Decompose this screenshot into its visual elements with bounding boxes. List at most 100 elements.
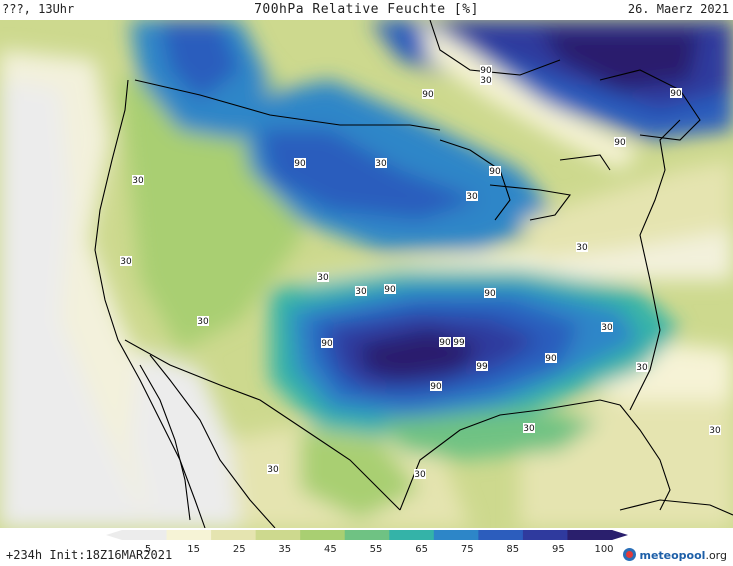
- contour-label-bg: [576, 242, 588, 252]
- contour-label: 90: [614, 137, 626, 148]
- colorbar: 5 15 25 35 45 55 65 75 85 95 100: [106, 530, 628, 555]
- contour-label: 90: [545, 353, 557, 364]
- contour-label: 30: [317, 272, 329, 283]
- contour-label-text: 90: [384, 285, 396, 295]
- contour-label-bg: [317, 272, 329, 282]
- contour-label-bg: [709, 425, 721, 435]
- contour-label: 30: [636, 362, 648, 373]
- hudson-bay-coast: [429, 20, 561, 76]
- colorbar-tick-label: 55: [370, 544, 383, 555]
- contour-label-text: 30: [120, 257, 132, 267]
- contour-label-bg: [545, 353, 557, 363]
- contour-label-bg: [466, 191, 478, 201]
- contour-label-text: 30: [355, 287, 367, 297]
- colorbar-tick-label: 95: [552, 544, 565, 555]
- colorbar-tick-label: 75: [461, 544, 474, 555]
- logo-text: meteopool: [639, 549, 706, 562]
- contour-label: 90: [480, 65, 492, 76]
- contour-label: 90: [430, 381, 442, 392]
- contour-label-bg: [384, 284, 396, 294]
- contour-label: 30: [197, 316, 209, 327]
- logo-icon: [623, 548, 637, 561]
- contour-label-bg: [355, 286, 367, 296]
- contour-label-bg: [422, 89, 434, 99]
- contour-label-text: 90: [670, 89, 682, 99]
- colorbar-swatch: [300, 530, 346, 540]
- contour-label-bg: [636, 362, 648, 372]
- moderate-band-east: [520, 160, 733, 260]
- contour-label-bg: [453, 337, 465, 347]
- contour-label: 30: [523, 423, 535, 434]
- colorbar-tick-label: 25: [233, 544, 246, 555]
- contour-label-bg: [670, 88, 682, 98]
- contour-label-text: 90: [484, 289, 496, 299]
- contour-label-text: 90: [321, 339, 333, 349]
- contour-label-text: 90: [489, 167, 501, 177]
- contour-label-text: 90: [545, 354, 557, 364]
- contour-label: 90: [422, 89, 434, 100]
- moist-region-mexico: [300, 430, 420, 520]
- contour-label-text: 30: [317, 273, 329, 283]
- colorbar-tick-label: 45: [324, 544, 337, 555]
- colorbar-swatch: [433, 530, 479, 540]
- contour-label: 90: [294, 158, 306, 169]
- map-header: ???, 13Uhr 700hPa Relative Feuchte [%] 2…: [0, 0, 733, 20]
- contour-label: 30: [375, 158, 387, 169]
- meteopool-logo[interactable]: meteopool.org: [623, 548, 727, 562]
- contour-label-text: 30: [197, 317, 209, 327]
- contour-label-text: 99: [476, 362, 488, 372]
- contour-label-bg: [523, 423, 535, 433]
- contour-label: 90: [489, 166, 501, 177]
- contour-label-text: 30: [523, 424, 535, 434]
- contour-label: 30: [414, 469, 426, 480]
- contour-label-text: 30: [480, 76, 492, 86]
- contour-label-bg: [132, 175, 144, 185]
- colorbar-swatch: [122, 530, 168, 540]
- contour-label-text: 90: [439, 338, 451, 348]
- colorbar-swatch: [389, 530, 435, 540]
- map-footer: 5 15 25 35 45 55 65 75 85 95 100 +234h Init:18Z16M…: [0, 528, 733, 566]
- map-title: 700hPa Relative Feuchte [%]: [254, 2, 479, 17]
- colorbar-swatch: [522, 530, 568, 540]
- contour-label-text: 30: [132, 176, 144, 186]
- colorbar-ticks: 5 15 25 35 45 55 65 75 85 95 100: [145, 544, 614, 555]
- contour-label-bg: [197, 316, 209, 326]
- contour-label-bg: [414, 469, 426, 479]
- contour-label: 30: [267, 464, 279, 475]
- contour-label: 90: [439, 337, 451, 348]
- very-wet-region-northwest: [160, 20, 240, 100]
- mexico-coast-west: [149, 354, 276, 528]
- contour-label-bg: [484, 288, 496, 298]
- humidity-field: [0, 20, 733, 528]
- contour-label-bg: [480, 75, 492, 85]
- contour-label-text: 30: [601, 323, 613, 333]
- contour-label: 99: [476, 361, 488, 372]
- colorbar-tick-label: 65: [415, 544, 428, 555]
- contour-label-text: 30: [466, 192, 478, 202]
- contour-label-text: 30: [414, 470, 426, 480]
- colorbar-high-arrow: [612, 530, 628, 540]
- colorbar-swatches: [106, 530, 628, 540]
- us-mexico-border: [124, 339, 401, 511]
- contour-label-text: 90: [614, 138, 626, 148]
- contour-label: 30: [709, 425, 721, 436]
- northeast-canada-coast: [599, 69, 701, 141]
- contour-label-text: 30: [267, 465, 279, 475]
- valid-date-label: 26. Maerz 2021: [627, 2, 729, 16]
- dry-region-baja: [130, 350, 240, 528]
- geographic-outlines: [94, 20, 733, 528]
- contour-label: 30: [601, 322, 613, 333]
- colorbar-swatch: [211, 530, 257, 540]
- run-info-label: +234h Init:18Z16MAR2021: [6, 548, 173, 562]
- contour-label: 30: [480, 75, 492, 86]
- contour-label-text: 99: [453, 338, 465, 348]
- us-canada-border: [134, 79, 441, 131]
- contour-label: 30: [120, 256, 132, 267]
- contour-label-bg: [601, 322, 613, 332]
- contour-label-text: 30: [375, 159, 387, 169]
- contour-label: 90: [670, 88, 682, 99]
- contour-label-bg: [430, 381, 442, 391]
- contour-label-text: 30: [709, 426, 721, 436]
- colorbar-swatch: [567, 530, 613, 540]
